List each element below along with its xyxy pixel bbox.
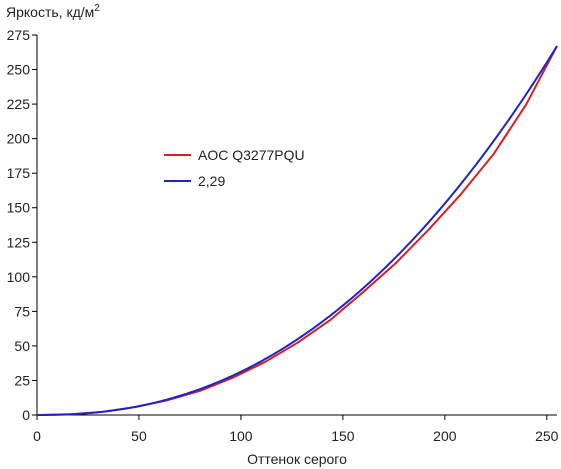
- x-tick-label: 100: [229, 428, 253, 444]
- x-tick-label: 50: [131, 428, 147, 444]
- x-tick-label: 150: [331, 428, 355, 444]
- svg-text:Яркость, кд/м2: Яркость, кд/м2: [6, 3, 100, 20]
- y-tick-label: 225: [7, 96, 31, 112]
- x-tick-label: 200: [433, 428, 457, 444]
- legend: AOC Q3277PQU 2,29: [164, 147, 305, 189]
- series-line-aoc-q3277pqu: [36, 45, 558, 416]
- y-tick-label: 200: [7, 131, 31, 147]
- series-line-gamma-2-29: [37, 45, 558, 416]
- x-tick-label: 0: [33, 428, 41, 444]
- y-tick-label: 0: [22, 407, 30, 423]
- y-tick-label: 50: [14, 338, 30, 354]
- x-axis-title: Оттенок серого: [247, 451, 347, 467]
- legend-label-aoc: AOC Q3277PQU: [198, 147, 305, 163]
- y-tick-label: 100: [7, 269, 31, 285]
- y-tick-label: 150: [7, 200, 31, 216]
- y-axis-ticks: 0 25 50 75 100 125 150 175 200 225 250 275: [7, 27, 37, 423]
- y-tick-label: 25: [14, 372, 30, 388]
- y-tick-label: 175: [7, 165, 31, 181]
- y-axis-label: Яркость, кд/м: [6, 4, 94, 20]
- y-tick-label: 275: [7, 27, 31, 43]
- y-axis-label-superscript: 2: [94, 3, 100, 14]
- y-axis-title: Яркость, кд/м2: [6, 3, 100, 20]
- x-tick-label: 250: [535, 428, 559, 444]
- y-tick-label: 250: [7, 62, 31, 78]
- y-tick-label: 125: [7, 234, 31, 250]
- series-layer: [36, 45, 558, 416]
- x-axis-ticks: 0 50 100 150 200 250: [33, 415, 559, 444]
- legend-label-gamma: 2,29: [198, 173, 225, 189]
- y-tick-label: 75: [14, 303, 30, 319]
